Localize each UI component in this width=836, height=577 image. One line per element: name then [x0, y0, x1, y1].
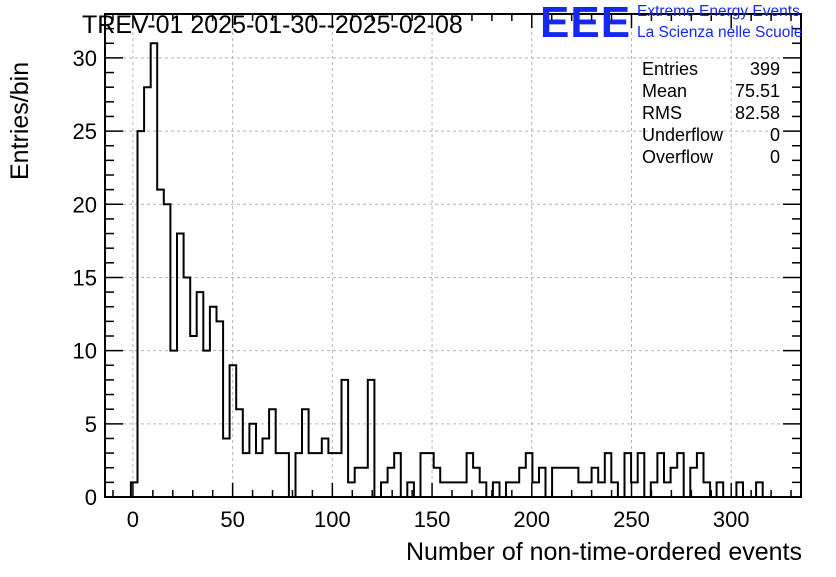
chart-title: TREV-01 2025-01-30--2025-02-08 — [82, 11, 463, 39]
x-tick-label: 50 — [220, 507, 244, 532]
y-tick-label: 25 — [73, 119, 97, 144]
y-tick-label: 15 — [73, 265, 97, 290]
stats-row-underflow: Underflow 0 — [642, 124, 780, 146]
stats-label: Mean — [642, 81, 688, 101]
logo-caption-line2: La Scienza nelle Scuole — [637, 24, 803, 41]
y-tick-label: 5 — [85, 412, 97, 437]
y-tick-label: 30 — [73, 46, 97, 71]
stats-value: 0 — [769, 147, 780, 167]
stats-value: 399 — [749, 59, 780, 79]
stats-label: RMS — [642, 103, 682, 123]
x-tick-label: 300 — [713, 507, 750, 532]
y-tick-label: 0 — [85, 485, 97, 510]
stats-value: 82.58 — [734, 103, 780, 123]
x-tick-label: 250 — [613, 507, 650, 532]
eee-logo: EEE — [540, 0, 632, 47]
x-tick-label: 0 — [127, 507, 139, 532]
y-axis-label: Entries/bin — [6, 61, 34, 180]
stats-label: Underflow — [642, 125, 724, 145]
x-tick-label: 150 — [414, 507, 451, 532]
axis-tick-labels: 0 50 100 150 200 250 300 0 5 10 15 20 25 30 — [73, 46, 750, 532]
histogram-series — [129, 42, 789, 498]
stats-row-entries: Entries 399 — [642, 58, 780, 80]
x-tick-label: 100 — [314, 507, 351, 532]
axis-ticks — [105, 14, 801, 498]
stats-value: 75.51 — [734, 81, 780, 101]
stats-row-mean: Mean 75.51 — [642, 80, 780, 102]
stats-label: Overflow — [642, 147, 714, 167]
plot-frame — [104, 13, 802, 498]
x-tick-label: 200 — [513, 507, 550, 532]
stats-value: 0 — [769, 125, 780, 145]
stats-label: Entries — [642, 59, 699, 79]
stats-row-overflow: Overflow 0 — [642, 146, 780, 168]
y-tick-label: 10 — [73, 339, 97, 364]
grid-lines — [105, 14, 801, 497]
logo-caption-line1: Extreme Energy Events — [637, 3, 800, 20]
x-axis-label: Number of non-time-ordered events — [405, 538, 802, 566]
y-tick-label: 20 — [73, 192, 97, 217]
stats-box: Entries 399 Mean 75.51 RMS 82.58 Underfl… — [642, 58, 780, 168]
stats-row-rms: RMS 82.58 — [642, 102, 780, 124]
